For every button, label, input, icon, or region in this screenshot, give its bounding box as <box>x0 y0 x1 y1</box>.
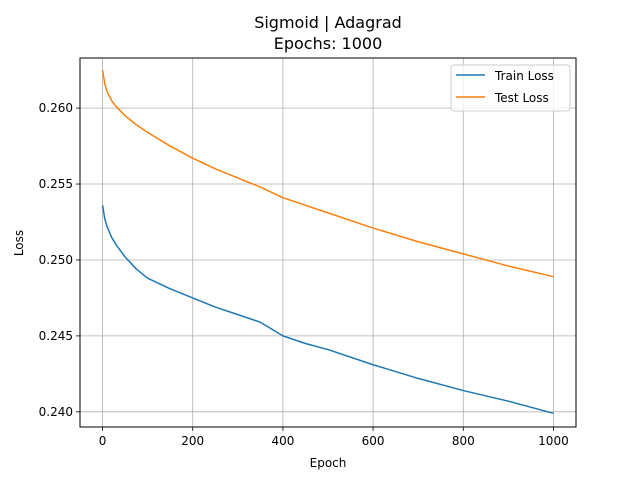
x-tick-label: 600 <box>362 434 385 448</box>
test-loss-line <box>101 70 554 278</box>
x-tick-label: 400 <box>271 434 294 448</box>
x-axis-label: Epoch <box>310 456 347 470</box>
y-tick-label: 0.260 <box>39 101 73 115</box>
chart-title: Sigmoid | Adagrad <box>254 13 402 32</box>
y-axis-label: Loss <box>12 230 26 256</box>
legend-train-label: Train Loss <box>494 69 554 83</box>
y-tick-label: 0.245 <box>39 329 73 343</box>
chart-subtitle: Epochs: 1000 <box>274 34 383 53</box>
x-tick-label: 1000 <box>538 434 569 448</box>
y-tick-label: 0.240 <box>39 405 73 419</box>
x-tick-label: 200 <box>181 434 204 448</box>
series-lines <box>101 70 554 415</box>
ticks: 0 200 400 600 800 1000 0.240 0.245 0.250 0.255 0.2… <box>39 101 569 448</box>
legend-box <box>450 64 571 112</box>
legend: Train Loss Test Loss <box>450 64 571 112</box>
y-tick-label: 0.250 <box>39 253 73 267</box>
train-loss-line <box>101 205 554 415</box>
y-tick-label: 0.255 <box>39 177 73 191</box>
x-tick-label: 800 <box>452 434 475 448</box>
legend-test-label: Test Loss <box>494 91 549 105</box>
plot-frame <box>79 57 577 428</box>
x-tick-label: 0 <box>99 434 107 448</box>
